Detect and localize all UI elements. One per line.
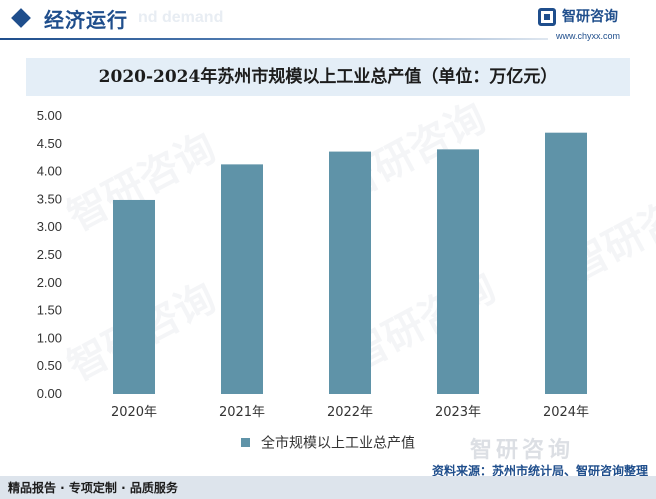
footer-bar: 精品报告 · 专项定制 · 品质服务 xyxy=(0,476,656,499)
legend-label: 全市规模以上工业总产值 xyxy=(261,435,416,452)
footer-brand-watermark: 智研咨询 xyxy=(470,438,575,463)
y-tick-label: 4.50 xyxy=(37,136,62,151)
chart-title: 2020-2024年苏州市规模以上工业总产值（单位：万亿元） xyxy=(98,67,558,87)
diamond-icon xyxy=(11,8,31,28)
y-tick-label: 4.00 xyxy=(37,164,62,179)
bar-2024年 xyxy=(545,132,587,394)
y-axis: 0.00 0.50 1.00 1.50 2.00 2.50 3.00 3.50 4.00 4.50… xyxy=(37,108,62,401)
bar-chart: 0.00 0.50 1.00 1.50 2.00 2.50 3.00 3.50 4.00 4.50… xyxy=(37,108,589,420)
y-tick-label: 0.00 xyxy=(37,386,62,401)
bar-2023年 xyxy=(437,149,479,394)
header-rule xyxy=(0,38,548,40)
ghost-text: nd demand xyxy=(138,9,224,26)
bar-2022年 xyxy=(329,151,371,394)
bars xyxy=(113,132,587,394)
bar-2020年 xyxy=(113,199,155,394)
x-tick-label: 2024年 xyxy=(543,405,589,420)
footer-slogan: 精品报告 · 专项定制 · 品质服务 xyxy=(8,481,178,495)
y-tick-label: 0.50 xyxy=(37,358,62,373)
section-header: 经济运行 nd demand 智研咨询 www.chyxx.com xyxy=(0,0,656,50)
bar-2021年 xyxy=(221,164,263,394)
legend: 全市规模以上工业总产值 xyxy=(0,432,656,452)
y-tick-label: 1.50 xyxy=(37,303,62,318)
y-tick-label: 3.50 xyxy=(37,191,62,206)
brand-logo-icon xyxy=(538,8,556,26)
y-tick-label: 5.00 xyxy=(37,108,62,123)
section-title: 经济运行 xyxy=(44,8,128,32)
x-tick-label: 2022年 xyxy=(327,405,373,420)
y-tick-label: 2.50 xyxy=(37,247,62,262)
x-axis: 2020年 2021年 2022年 2023年 2024年 xyxy=(111,405,589,420)
chart-title-band: 2020-2024年苏州市规模以上工业总产值（单位：万亿元） xyxy=(26,58,630,96)
legend-swatch xyxy=(240,438,250,447)
y-tick-label: 1.00 xyxy=(37,330,62,345)
source-note: 资料来源：苏州市统计局、智研咨询整理 xyxy=(431,464,648,478)
brand-name: 智研咨询 xyxy=(562,9,618,25)
y-tick-label: 2.00 xyxy=(37,275,62,290)
x-tick-label: 2023年 xyxy=(435,405,481,420)
brand: 智研咨询 www.chyxx.com xyxy=(538,6,642,44)
brand-url: www.chyxx.com xyxy=(556,31,621,41)
y-tick-label: 3.00 xyxy=(37,219,62,234)
x-tick-label: 2021年 xyxy=(219,405,265,420)
x-tick-label: 2020年 xyxy=(111,405,157,420)
